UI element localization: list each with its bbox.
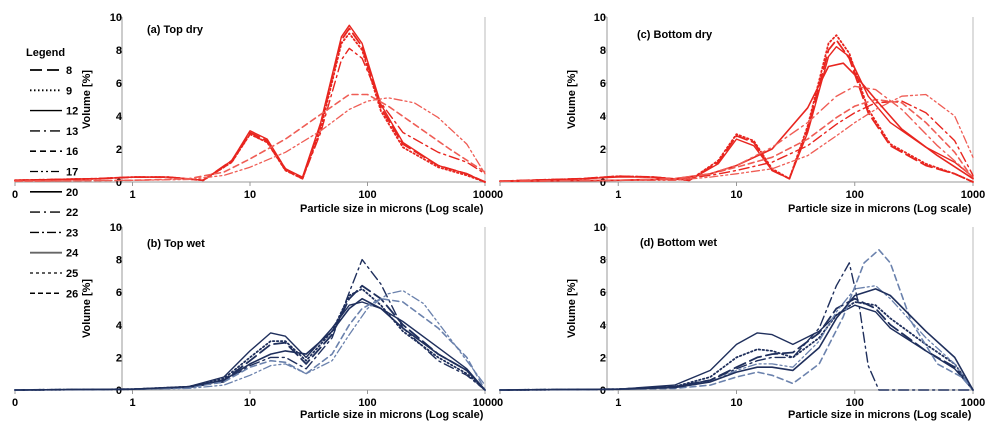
y-tick-label: 10: [594, 222, 606, 234]
x-tick-label: 100: [358, 397, 376, 409]
legend-label-20: 20: [66, 187, 78, 199]
x-tick-label: 0: [497, 397, 503, 409]
y-tick-label: 10: [110, 222, 122, 234]
legend-title: Legend: [26, 47, 65, 59]
y-tick-label: 8: [600, 45, 606, 57]
y-tick-label: 0: [600, 385, 606, 397]
y-tick-label: 6: [116, 78, 122, 90]
y-tick-label: 10: [594, 12, 606, 24]
y-tick-label: 2: [600, 352, 606, 364]
legend-label-8: 8: [66, 65, 72, 77]
y-tick-label: 8: [600, 255, 606, 267]
x-tick-label: 0: [497, 189, 503, 201]
series-line-3: [499, 304, 974, 391]
x-axis-label: Particle size in microns (Log scale): [300, 203, 484, 215]
x-tick-label: 1: [615, 397, 621, 409]
legend-label-13: 13: [66, 126, 78, 138]
y-tick-label: 6: [116, 287, 122, 299]
x-tick-label: 10: [730, 189, 742, 201]
x-tick-label: 100: [846, 189, 864, 201]
y-tick-label: 0: [600, 177, 606, 189]
y-tick-label: 0: [116, 385, 122, 397]
x-tick-label: 10: [244, 397, 256, 409]
legend-label-17: 17: [66, 167, 78, 179]
y-tick-label: 8: [116, 45, 122, 57]
y-axis-label: Volume [%]: [81, 279, 93, 338]
x-tick-label: 100: [358, 189, 376, 201]
y-tick-label: 4: [116, 111, 123, 123]
series-line-4: [14, 47, 486, 181]
panel-title: (d) Bottom wet: [640, 237, 717, 249]
y-tick-label: 10: [110, 12, 122, 24]
y-tick-label: 2: [600, 144, 606, 156]
x-tick-label: 1000: [961, 189, 985, 201]
panel-title: (b) Top wet: [147, 238, 205, 250]
series-line-2: [499, 301, 974, 391]
x-tick-label: 1000: [473, 189, 497, 201]
legend-label-9: 9: [66, 85, 72, 97]
legend-label-16: 16: [66, 146, 78, 158]
legend-label-25: 25: [66, 268, 78, 280]
x-tick-label: 10: [730, 397, 742, 409]
x-tick-label: 1000: [473, 397, 497, 409]
y-tick-label: 2: [116, 144, 122, 156]
legend-label-22: 22: [66, 207, 78, 219]
y-tick-label: 4: [600, 111, 607, 123]
legend-label-24: 24: [66, 248, 79, 260]
x-tick-label: 1: [129, 189, 135, 201]
legend-label-26: 26: [66, 288, 78, 300]
series-line-8: [499, 85, 974, 182]
y-tick-label: 8: [116, 255, 122, 267]
x-axis-label: Particle size in microns (Log scale): [300, 409, 484, 421]
series-line-6: [14, 97, 486, 182]
series-line-5: [14, 297, 486, 391]
x-tick-label: 0: [12, 397, 18, 409]
y-tick-label: 4: [116, 320, 123, 332]
x-tick-label: 1000: [961, 397, 985, 409]
y-axis-label: Volume [%]: [81, 70, 93, 129]
x-tick-label: 10: [244, 189, 256, 201]
x-tick-label: 1: [615, 189, 621, 201]
y-tick-label: 4: [600, 320, 607, 332]
series-line-4: [14, 258, 486, 391]
series-line-4: [499, 262, 974, 391]
x-axis-label: Particle size in microns (Log scale): [788, 409, 972, 421]
series-line-6: [499, 93, 974, 182]
series-line-7: [14, 297, 486, 391]
y-tick-label: 2: [116, 352, 122, 364]
legend-label-12: 12: [66, 106, 78, 118]
series-line-1: [499, 297, 974, 391]
x-tick-label: 1: [129, 397, 135, 409]
y-tick-label: 6: [600, 78, 606, 90]
panel-title: (c) Bottom dry: [637, 29, 713, 41]
legend-label-23: 23: [66, 227, 78, 239]
series-line-3: [499, 46, 974, 182]
y-axis-label: Volume [%]: [566, 70, 578, 129]
series-line-5: [499, 249, 974, 391]
series-line-7: [499, 288, 974, 391]
x-axis-label: Particle size in microns (Log scale): [788, 203, 972, 215]
series-line-5: [14, 93, 486, 182]
x-tick-label: 100: [846, 397, 864, 409]
x-tick-label: 0: [12, 189, 18, 201]
series-line-6: [14, 289, 486, 391]
y-axis-label: Volume [%]: [566, 279, 578, 338]
panel-title: (a) Top dry: [147, 24, 204, 36]
y-tick-label: 6: [600, 287, 606, 299]
y-tick-label: 0: [116, 177, 122, 189]
